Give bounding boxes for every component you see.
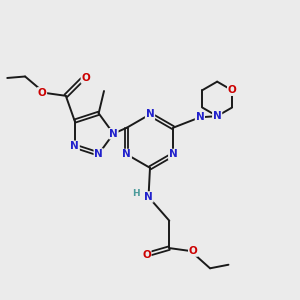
Text: O: O xyxy=(142,250,151,260)
Text: O: O xyxy=(189,246,197,256)
Text: H: H xyxy=(133,190,140,199)
Text: O: O xyxy=(228,85,236,95)
Text: N: N xyxy=(70,141,79,151)
Text: N: N xyxy=(144,192,153,202)
Text: N: N xyxy=(94,149,103,159)
Text: N: N xyxy=(122,149,131,160)
Text: N: N xyxy=(213,111,221,121)
Text: N: N xyxy=(109,129,118,139)
Text: O: O xyxy=(38,88,46,98)
Text: N: N xyxy=(169,149,178,160)
Text: N: N xyxy=(146,109,154,119)
Text: O: O xyxy=(81,73,90,83)
Text: N: N xyxy=(196,112,204,122)
